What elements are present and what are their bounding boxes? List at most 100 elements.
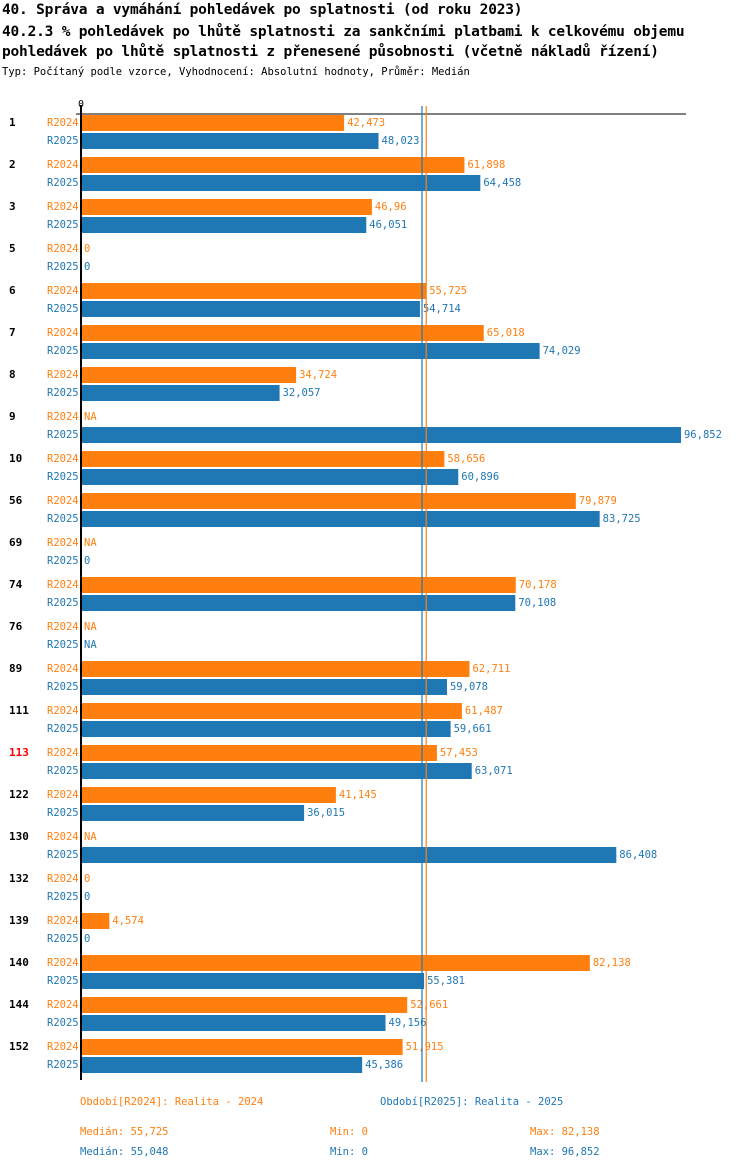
series-label: R2024 [47, 495, 79, 507]
category-label: 140 [9, 956, 29, 969]
category-label: 5 [9, 242, 16, 255]
bar-r2025 [81, 133, 379, 149]
data-label: 48,023 [382, 135, 420, 147]
bar-r2024 [81, 199, 372, 215]
legend-r2024: Období[R2024]: Realita - 2024 [80, 1096, 264, 1108]
bar-r2025 [81, 469, 459, 485]
stat-median-r2025: Medián: 55,048 [80, 1146, 169, 1158]
stat-max-r2025: Max: 96,852 [530, 1146, 600, 1158]
category-label: 130 [9, 830, 29, 843]
series-label: R2024 [47, 369, 79, 381]
series-label: R2025 [47, 1017, 79, 1029]
series-label: R2025 [47, 261, 79, 273]
category-label: 132 [9, 872, 29, 885]
series-label: R2025 [47, 387, 79, 399]
bar-r2024 [81, 787, 336, 803]
series-label: R2024 [47, 117, 79, 129]
series-label: R2024 [47, 1041, 79, 1053]
category-label: 2 [9, 158, 16, 171]
series-label: R2025 [47, 471, 79, 483]
data-label: 83,725 [603, 513, 641, 525]
bar-r2024 [81, 997, 408, 1013]
category-label: 144 [9, 998, 29, 1011]
bar-r2024 [81, 913, 110, 929]
series-label: R2025 [47, 513, 79, 525]
stat-max-r2024: Max: 82,138 [530, 1126, 600, 1138]
bar-r2024 [81, 745, 437, 761]
series-label: R2024 [47, 663, 79, 675]
data-label: 42,473 [347, 117, 385, 129]
category-label: 89 [9, 662, 22, 675]
data-label: 0 [84, 891, 90, 903]
bar-r2024 [81, 325, 484, 341]
series-label: R2025 [47, 933, 79, 945]
series-label: R2025 [47, 177, 79, 189]
data-label: 55,381 [427, 975, 465, 987]
category-label: 8 [9, 368, 16, 381]
data-label: 36,015 [307, 807, 345, 819]
data-label: 70,108 [518, 597, 556, 609]
category-label: 111 [9, 704, 29, 717]
series-label: R2024 [47, 159, 79, 171]
data-label: NA [84, 411, 97, 423]
bar-r2025 [81, 1057, 363, 1073]
data-label: 0 [84, 243, 90, 255]
series-label: R2025 [47, 1059, 79, 1071]
data-label: 0 [84, 933, 90, 945]
bar-r2025 [81, 385, 280, 401]
series-label: R2025 [47, 765, 79, 777]
series-label: R2025 [47, 723, 79, 735]
series-label: R2024 [47, 915, 79, 927]
series-label: R2024 [47, 789, 79, 801]
chart-title-line-1: 40. Správa a vymáhání pohledávek po spla… [2, 2, 523, 18]
series-label: R2025 [47, 345, 79, 357]
data-label: 52,661 [410, 999, 448, 1011]
bar-r2025 [81, 427, 681, 443]
data-label: 63,071 [475, 765, 513, 777]
data-label: NA [84, 537, 97, 549]
series-label: R2025 [47, 303, 79, 315]
chart-title-line-2: 40.2.3 % pohledávek po lhůtě splatnosti … [2, 24, 685, 40]
bar-r2024 [81, 955, 590, 971]
data-label: 0 [84, 261, 90, 273]
category-label: 6 [9, 284, 16, 297]
data-label: 0 [84, 555, 90, 567]
data-label: 51,915 [406, 1041, 444, 1053]
axis-zero-label: 0 [78, 99, 84, 110]
data-label: 58,656 [447, 453, 485, 465]
series-label: R2025 [47, 597, 79, 609]
bar-r2025 [81, 595, 516, 611]
data-label: 55,725 [429, 285, 467, 297]
legend-r2025: Období[R2025]: Realita - 2025 [380, 1096, 564, 1108]
stat-median-r2024: Medián: 55,725 [80, 1126, 169, 1138]
data-label: NA [84, 621, 97, 633]
bar-r2025 [81, 679, 447, 695]
series-label: R2024 [47, 957, 79, 969]
bar-r2024 [81, 157, 465, 173]
bar-r2024 [81, 577, 516, 593]
bar-r2024 [81, 115, 345, 131]
bar-r2024 [81, 451, 445, 467]
series-label: R2025 [47, 849, 79, 861]
bar-r2025 [81, 511, 600, 527]
data-label: 74,029 [543, 345, 581, 357]
data-label: NA [84, 831, 97, 843]
bar-r2024 [81, 283, 427, 299]
data-label: 82,138 [593, 957, 631, 969]
series-label: R2024 [47, 873, 79, 885]
bar-r2025 [81, 973, 425, 989]
series-label: R2024 [47, 411, 79, 423]
category-label: 122 [9, 788, 29, 801]
data-label: 61,487 [465, 705, 503, 717]
data-label: 61,898 [467, 159, 505, 171]
category-label: 69 [9, 536, 22, 549]
series-label: R2024 [47, 747, 79, 759]
series-label: R2025 [47, 219, 79, 231]
category-label: 76 [9, 620, 23, 633]
series-label: R2025 [47, 135, 79, 147]
bar-r2025 [81, 301, 420, 317]
category-label: 1 [9, 116, 16, 129]
series-label: R2024 [47, 285, 79, 297]
data-label: 60,896 [461, 471, 499, 483]
